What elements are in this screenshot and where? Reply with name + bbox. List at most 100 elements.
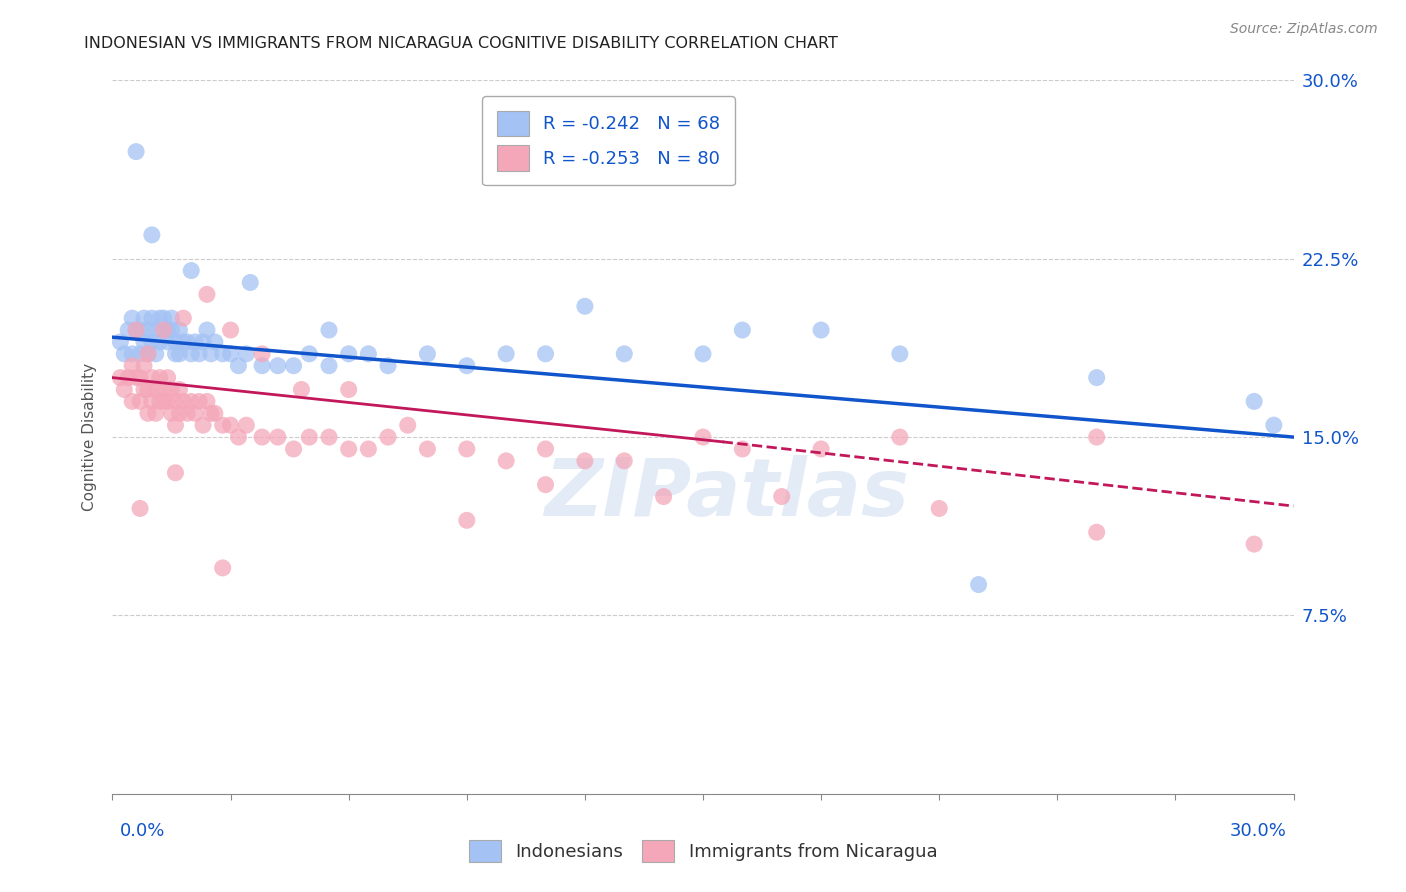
Point (889, 430, 911, 444)
Point (283, 442, 305, 456)
Point (129, 394, 152, 409)
Legend: R = -0.242   N = 68, R = -0.253   N = 80: R = -0.242 N = 68, R = -0.253 N = 80 (482, 96, 735, 186)
Point (136, 347, 159, 361)
Point (149, 394, 172, 409)
Legend: Indonesians, Immigrants from Nicaragua: Indonesians, Immigrants from Nicaragua (461, 833, 945, 870)
Point (228, 359, 250, 373)
Point (191, 334, 214, 349)
Point (136, 347, 159, 361)
Point (156, 323, 179, 337)
Point (180, 347, 202, 361)
Point (495, 454, 517, 468)
Point (121, 311, 143, 326)
Point (165, 394, 187, 409)
Point (165, 466, 187, 480)
Point (160, 406, 183, 420)
Point (152, 394, 174, 409)
Point (228, 430, 250, 444)
Point (117, 323, 139, 337)
Point (129, 347, 152, 361)
Point (112, 383, 135, 397)
Point (770, 490, 793, 504)
Point (318, 359, 340, 373)
Point (318, 323, 340, 337)
Point (165, 347, 187, 361)
Point (337, 383, 360, 397)
Point (165, 418, 187, 433)
Point (337, 442, 360, 456)
Point (132, 334, 155, 349)
Point (219, 323, 242, 337)
Point (574, 454, 596, 468)
Point (176, 406, 198, 420)
Point (267, 430, 290, 444)
Point (1085, 430, 1108, 444)
Point (211, 347, 233, 361)
Point (534, 477, 557, 491)
Point (136, 383, 159, 397)
Point (810, 323, 832, 337)
Point (219, 347, 242, 361)
Point (141, 334, 163, 349)
Point (160, 311, 183, 326)
Point (156, 334, 179, 349)
Point (250, 359, 273, 373)
Point (889, 347, 911, 361)
Text: 0.0%: 0.0% (120, 822, 165, 840)
Point (176, 334, 198, 349)
Point (456, 442, 478, 456)
Point (169, 383, 191, 397)
Point (184, 334, 207, 349)
Point (125, 370, 148, 384)
Point (172, 311, 194, 326)
Point (613, 347, 636, 361)
Point (652, 490, 675, 504)
Point (112, 347, 135, 361)
Point (184, 406, 207, 420)
Point (145, 347, 167, 361)
Point (129, 501, 152, 516)
Point (235, 418, 257, 433)
Point (928, 501, 950, 516)
Point (377, 359, 399, 373)
Point (290, 383, 312, 397)
Point (136, 323, 159, 337)
Point (204, 334, 226, 349)
Point (200, 406, 222, 420)
Point (188, 394, 211, 409)
Point (283, 359, 305, 373)
Point (267, 359, 290, 373)
Point (152, 323, 174, 337)
Point (160, 383, 183, 397)
Point (416, 442, 439, 456)
Point (495, 347, 517, 361)
Point (165, 334, 187, 349)
Y-axis label: Cognitive Disability: Cognitive Disability (82, 363, 97, 511)
Point (169, 347, 191, 361)
Point (377, 430, 399, 444)
Point (145, 323, 167, 337)
Point (574, 299, 596, 313)
Point (456, 513, 478, 527)
Point (172, 334, 194, 349)
Point (613, 454, 636, 468)
Point (195, 394, 218, 409)
Point (156, 394, 179, 409)
Point (298, 430, 321, 444)
Point (195, 323, 218, 337)
Text: INDONESIAN VS IMMIGRANTS FROM NICARAGUA COGNITIVE DISABILITY CORRELATION CHART: INDONESIAN VS IMMIGRANTS FROM NICARAGUA … (84, 36, 838, 51)
Point (195, 287, 218, 301)
Point (172, 394, 194, 409)
Text: ZIPatlas: ZIPatlas (544, 455, 910, 533)
Point (152, 323, 174, 337)
Point (125, 323, 148, 337)
Point (141, 394, 163, 409)
Point (121, 347, 143, 361)
Point (149, 334, 172, 349)
Point (141, 311, 163, 326)
Point (318, 430, 340, 444)
Point (132, 311, 155, 326)
Point (219, 418, 242, 433)
Point (692, 430, 714, 444)
Point (117, 370, 139, 384)
